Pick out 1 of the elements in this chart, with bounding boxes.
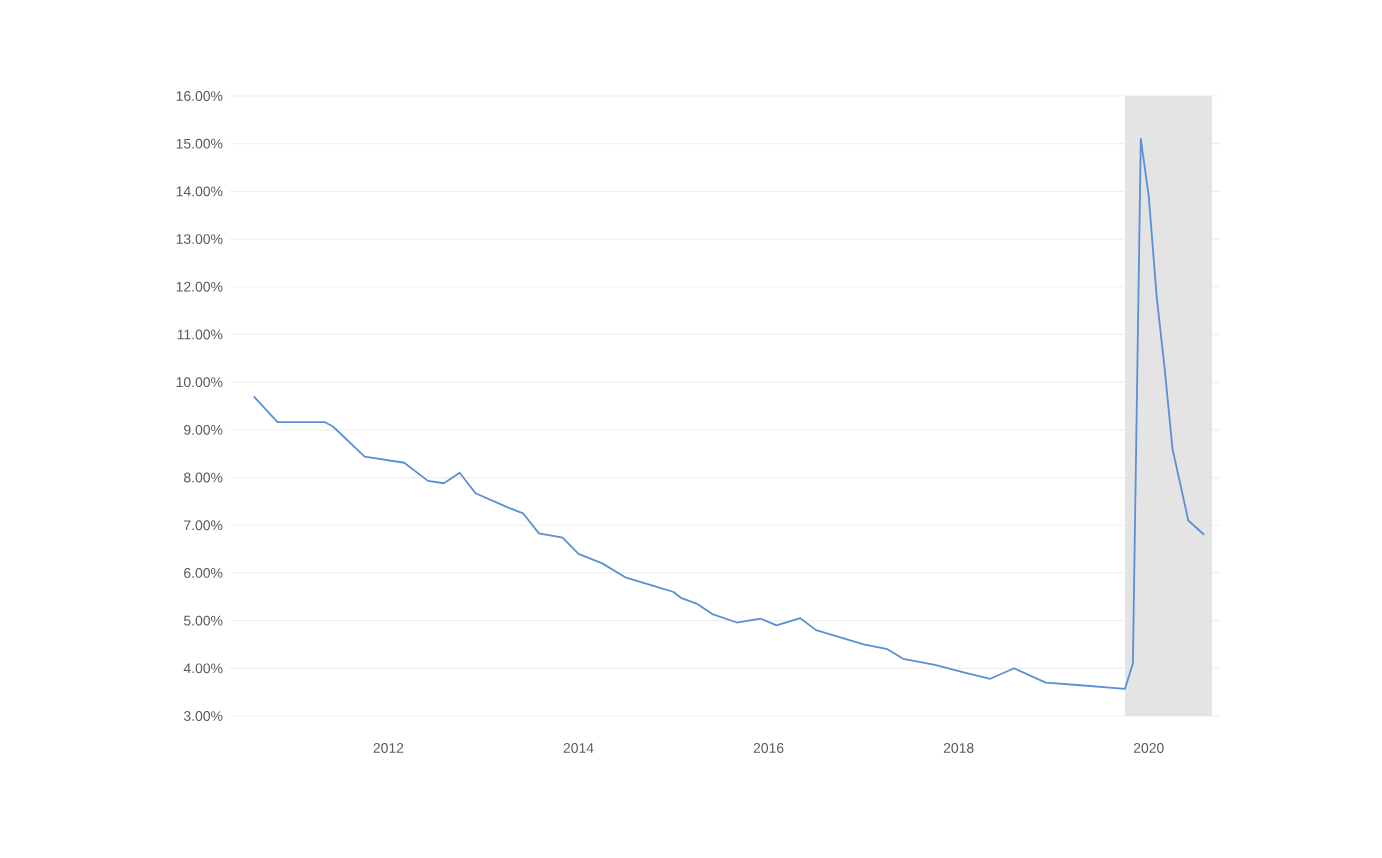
line-series: [252, 138, 1206, 690]
